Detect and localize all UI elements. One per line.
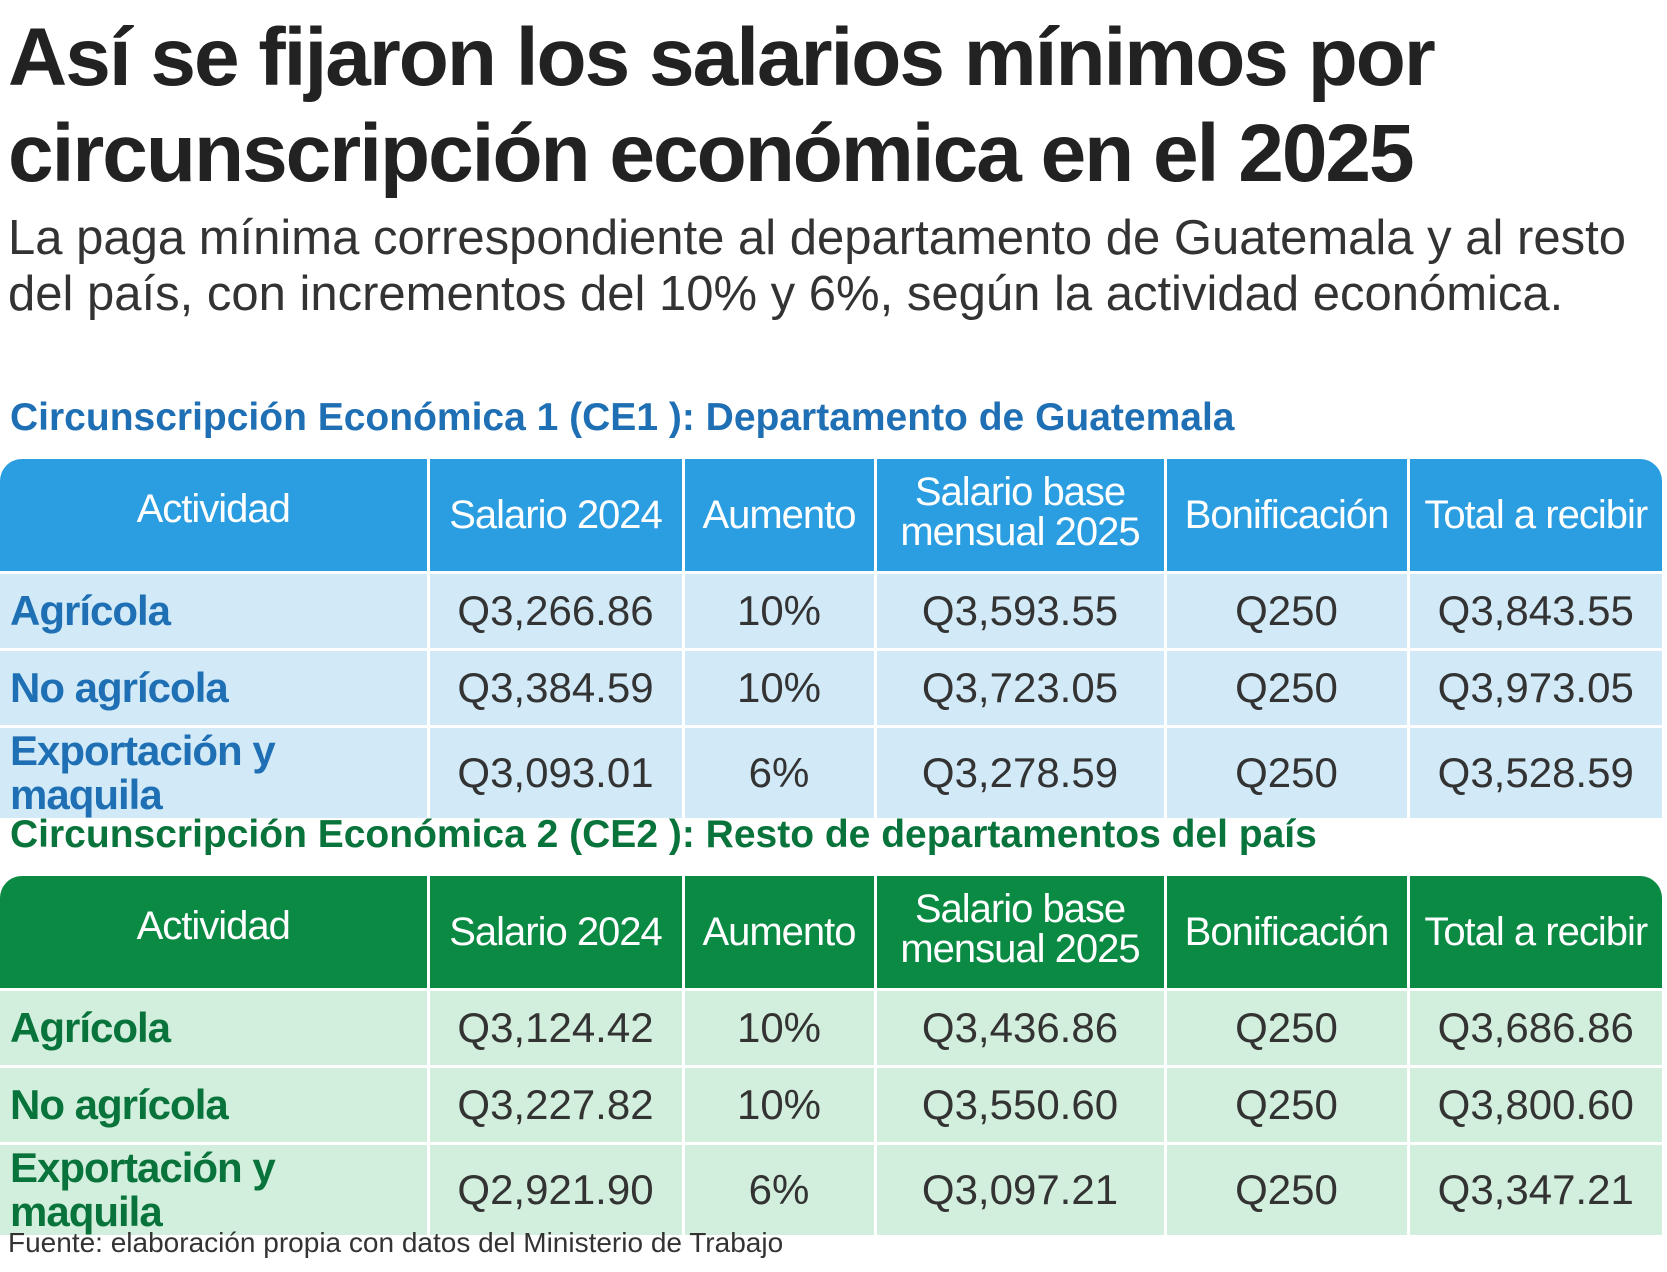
- cell-salary-2024: Q3,266.86: [428, 571, 685, 650]
- cell-bonus: Q250: [1165, 648, 1410, 727]
- subtitle: La paga mínima correspondiente al depart…: [8, 211, 1626, 321]
- table-row: Agrícola Q3,124.42 10% Q3,436.86 Q250 Q3…: [0, 988, 1662, 1067]
- cell-bonus: Q250: [1165, 571, 1410, 650]
- header-bonus: Bonificación: [1165, 459, 1410, 573]
- header-base-salary-line2: mensual 2025: [900, 510, 1140, 554]
- table-row: Exportación y maquila Q2,921.90 6% Q3,09…: [0, 1142, 1662, 1235]
- cell-salary-2024: Q2,921.90: [428, 1142, 685, 1235]
- table-row: Exportación y maquila Q3,093.01 6% Q3,27…: [0, 725, 1662, 818]
- header-base-salary: Salario base mensual 2025: [875, 876, 1167, 990]
- ce1-section-title: Circunscripción Económica 1 (CE1 ): Depa…: [10, 396, 1235, 439]
- table-row: No agrícola Q3,384.59 10% Q3,723.05 Q250…: [0, 648, 1662, 727]
- cell-total: Q3,800.60: [1408, 1065, 1662, 1144]
- header-base-salary-line1: Salario base: [914, 470, 1126, 514]
- header-increase: Aumento: [683, 876, 877, 990]
- cell-total: Q3,973.05: [1408, 648, 1662, 727]
- ce2-section-title: Circunscripción Económica 2 (CE2 ): Rest…: [10, 813, 1317, 856]
- cell-increase: 6%: [683, 725, 877, 818]
- cell-salary-2024: Q3,227.82: [428, 1065, 685, 1144]
- cell-total: Q3,347.21: [1408, 1142, 1662, 1235]
- cell-base-2025: Q3,593.55: [875, 571, 1167, 650]
- header-salary-2024: Salario 2024: [428, 459, 685, 573]
- ce2-wage-table: Actividad Salario 2024 Aumento Salario b…: [0, 876, 1662, 1235]
- cell-activity: Agrícola: [0, 988, 430, 1067]
- cell-bonus: Q250: [1165, 988, 1410, 1067]
- table-header-row: Actividad Salario 2024 Aumento Salario b…: [0, 459, 1662, 573]
- cell-activity: Agrícola: [0, 571, 430, 650]
- cell-activity: No agrícola: [0, 1065, 430, 1144]
- cell-base-2025: Q3,278.59: [875, 725, 1167, 818]
- header-activity: Actividad: [0, 459, 430, 573]
- cell-bonus: Q250: [1165, 725, 1410, 818]
- header-base-salary-line1: Salario base: [914, 887, 1126, 931]
- table-row: Agrícola Q3,266.86 10% Q3,593.55 Q250 Q3…: [0, 571, 1662, 650]
- cell-base-2025: Q3,550.60: [875, 1065, 1167, 1144]
- header-increase: Aumento: [683, 459, 877, 573]
- cell-total: Q3,686.86: [1408, 988, 1662, 1067]
- cell-increase: 10%: [683, 648, 877, 727]
- cell-increase: 10%: [683, 988, 877, 1067]
- ce1-wage-table: Actividad Salario 2024 Aumento Salario b…: [0, 459, 1662, 818]
- cell-base-2025: Q3,436.86: [875, 988, 1167, 1067]
- header-bonus: Bonificación: [1165, 876, 1410, 990]
- cell-activity: Exportación y maquila: [0, 1142, 430, 1235]
- cell-increase: 10%: [683, 1065, 877, 1144]
- cell-activity: No agrícola: [0, 648, 430, 727]
- cell-total: Q3,843.55: [1408, 571, 1662, 650]
- cell-salary-2024: Q3,124.42: [428, 988, 685, 1067]
- source-note: Fuente: elaboración propia con datos del…: [8, 1227, 784, 1258]
- cell-base-2025: Q3,097.21: [875, 1142, 1167, 1235]
- header-total: Total a recibir: [1408, 459, 1662, 573]
- table-header-row: Actividad Salario 2024 Aumento Salario b…: [0, 876, 1662, 990]
- header-activity: Actividad: [0, 876, 430, 990]
- header-base-salary: Salario base mensual 2025: [875, 459, 1167, 573]
- header-base-salary-line2: mensual 2025: [900, 927, 1140, 971]
- page-title: Así se fijaron los salarios mínimos por …: [8, 12, 1436, 199]
- cell-total: Q3,528.59: [1408, 725, 1662, 818]
- cell-bonus: Q250: [1165, 1065, 1410, 1144]
- cell-activity: Exportación y maquila: [0, 725, 430, 818]
- cell-salary-2024: Q3,384.59: [428, 648, 685, 727]
- cell-increase: 10%: [683, 571, 877, 650]
- cell-salary-2024: Q3,093.01: [428, 725, 685, 818]
- header-total: Total a recibir: [1408, 876, 1662, 990]
- cell-increase: 6%: [683, 1142, 877, 1235]
- header-salary-2024: Salario 2024: [428, 876, 685, 990]
- table-row: No agrícola Q3,227.82 10% Q3,550.60 Q250…: [0, 1065, 1662, 1144]
- cell-bonus: Q250: [1165, 1142, 1410, 1235]
- cell-base-2025: Q3,723.05: [875, 648, 1167, 727]
